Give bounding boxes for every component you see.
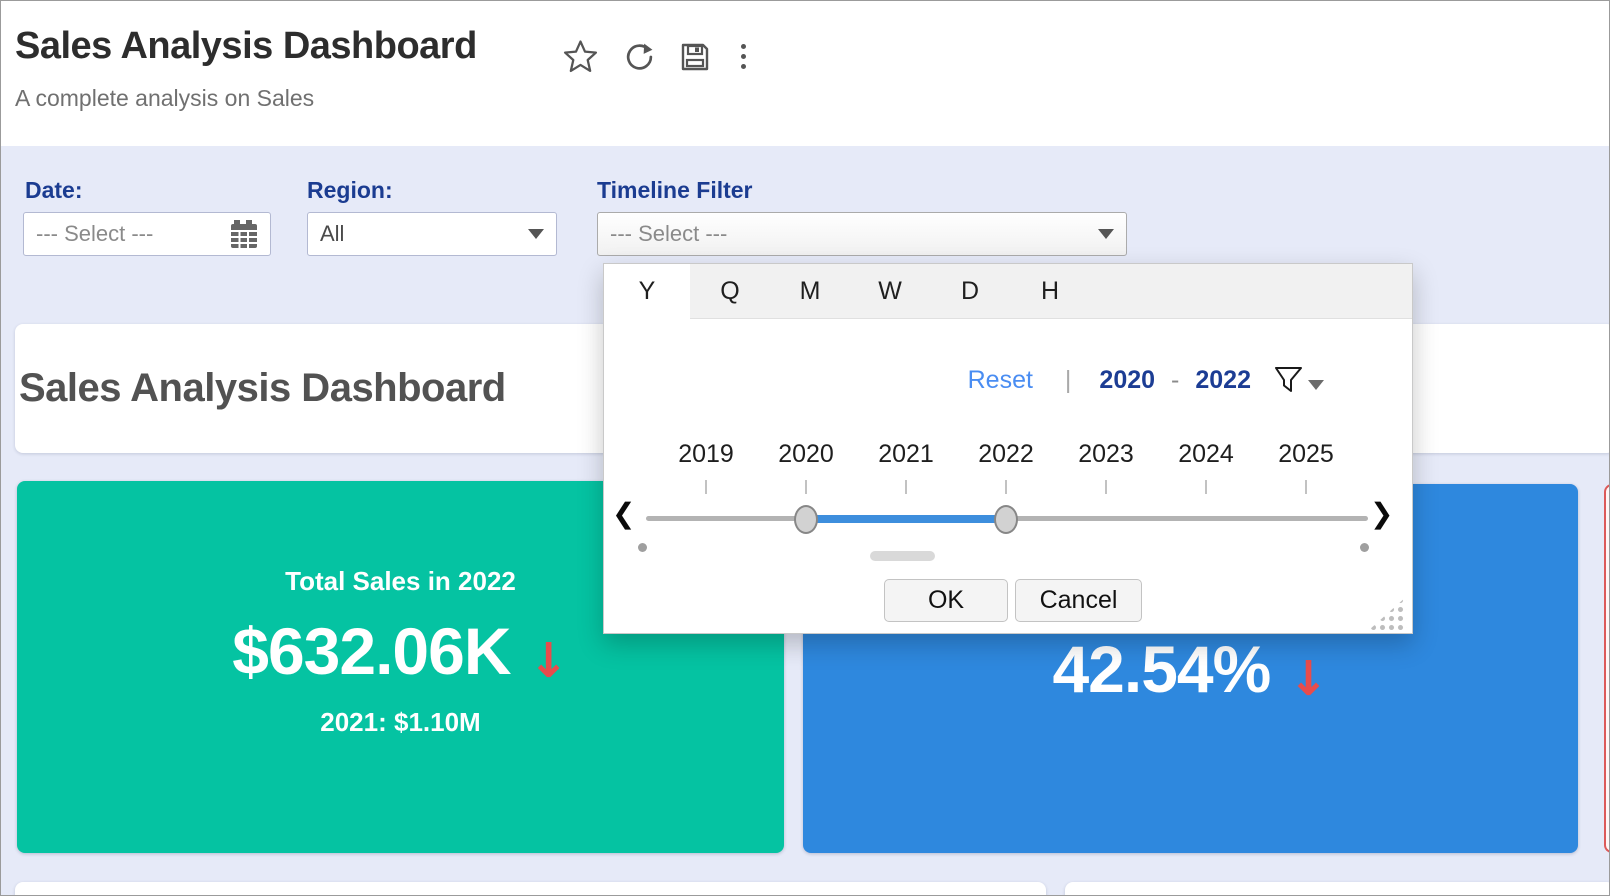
range-separator: - [1171,365,1180,394]
bottom-card-partial-left [15,882,1046,895]
region-filter-value: All [320,221,345,246]
reset-link[interactable]: Reset [967,365,1033,394]
resize-grip[interactable] [1369,596,1407,630]
axis-tick [1005,480,1007,494]
timeline-filter-popup: Y Q M W D H Reset | 2020 - 2022 2019 202… [603,263,1413,634]
slider-left-dot [638,543,647,552]
slider-handle-start[interactable] [794,505,818,534]
page-title: Sales Analysis Dashboard [15,25,477,67]
tab-month[interactable]: M [770,264,850,319]
region-filter-select[interactable]: All [307,212,557,256]
year-label[interactable]: 2025 [1278,440,1334,468]
axis-tick [1305,480,1307,494]
range-start-year[interactable]: 2020 [1099,365,1156,394]
favorite-star-icon[interactable] [561,37,600,76]
axis-tick [805,480,807,494]
year-label[interactable]: 2019 [678,440,734,468]
divider: | [1064,365,1072,394]
timeline-filter-label: Timeline Filter [597,177,753,203]
header-toolbar [561,37,754,76]
slider-mini-scrollbar[interactable] [870,551,935,561]
year-label[interactable]: 2022 [978,440,1034,468]
axis-tick [1205,480,1207,494]
slider-prev-chevron-icon[interactable]: ❮ [612,497,636,530]
year-label[interactable]: 2020 [778,440,834,468]
cancel-button[interactable]: Cancel [1015,579,1142,622]
timeline-filter-select[interactable]: --- Select --- [597,212,1127,256]
granularity-tabs: Y Q M W D H [604,264,1412,319]
slider-handle-end[interactable] [994,505,1018,534]
range-end-year[interactable]: 2022 [1195,365,1251,394]
axis-tick [1105,480,1107,494]
tab-week[interactable]: W [850,264,930,319]
trend-down-arrow-icon: ↓ [1288,650,1329,707]
range-summary-row: Reset | 2020 - 2022 [604,364,1374,396]
slider-right-dot [1360,543,1369,552]
date-filter-value: --- Select --- [36,221,154,246]
tab-year[interactable]: Y [604,264,690,319]
bottom-card-partial-right [1065,882,1609,895]
year-label[interactable]: 2023 [1078,440,1134,468]
kpi-value-row: 42.54% ↓ [1052,631,1328,707]
app-header: Sales Analysis Dashboard A complete anal… [1,1,1609,146]
region-filter-label: Region: [307,177,393,203]
kpi-value-row: $632.06K ↓ [232,613,568,689]
timeline-filter-value: --- Select --- [610,221,728,246]
more-options-icon[interactable] [733,40,754,73]
tab-hour[interactable]: H [1010,264,1090,319]
page-subtitle: A complete analysis on Sales [15,85,315,111]
date-filter-label: Date: [25,177,83,203]
report-heading: Sales Analysis Dashboard [19,366,506,410]
caret-down-icon [528,229,544,239]
year-label[interactable]: 2024 [1178,440,1234,468]
calendar-icon[interactable] [230,219,258,249]
tab-day[interactable]: D [930,264,1010,319]
axis-tick [705,480,707,494]
tab-quarter[interactable]: Q [690,264,770,319]
caret-down-icon [1098,229,1114,239]
filter-funnel-icon[interactable] [1273,364,1324,396]
caret-down-icon [1308,380,1324,390]
axis-tick [905,480,907,494]
kpi-card-partial-right [1604,484,1609,853]
date-filter-input[interactable]: --- Select --- [23,212,271,256]
ok-button[interactable]: OK [884,579,1008,622]
kpi-title: Total Sales in 2022 [285,566,516,596]
slider-next-chevron-icon[interactable]: ❯ [1370,497,1394,530]
refresh-icon[interactable] [620,38,657,75]
kpi-value: $632.06K [232,614,511,688]
slider-selected-range[interactable] [806,515,1006,523]
kpi-value: 42.54% [1052,631,1271,706]
trend-down-arrow-icon: ↓ [528,633,569,689]
year-label[interactable]: 2021 [878,440,934,468]
kpi-card-total-sales: Total Sales in 2022 $632.06K ↓ 2021: $1.… [17,481,784,853]
save-icon[interactable] [677,39,713,75]
kpi-comparison: 2021: $1.10M [320,707,481,737]
